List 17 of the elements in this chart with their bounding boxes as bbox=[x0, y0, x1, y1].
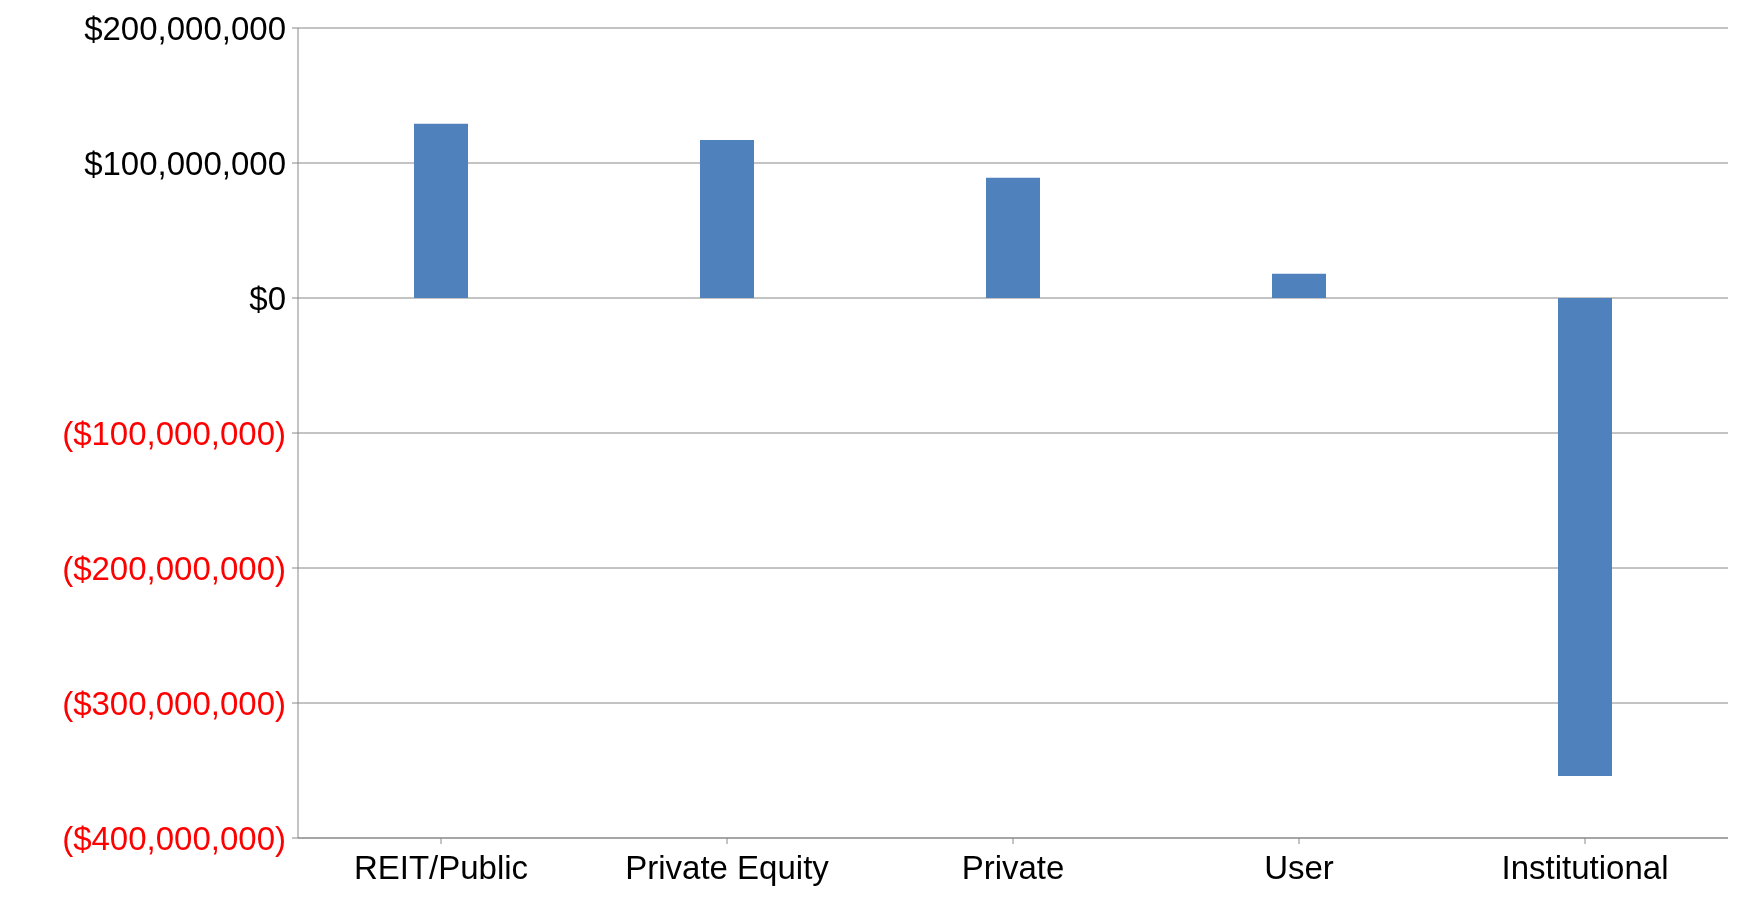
x-tick-label: User bbox=[1264, 849, 1334, 887]
y-tick-label: $0 bbox=[249, 279, 286, 317]
y-tick-label: ($200,000,000) bbox=[62, 549, 286, 587]
x-tick-label: REIT/Public bbox=[353, 849, 529, 887]
x-tick-label: Institutional bbox=[1501, 849, 1669, 887]
bar bbox=[1272, 273, 1326, 298]
y-tick-label: ($100,000,000) bbox=[62, 414, 286, 452]
bar bbox=[986, 177, 1040, 298]
x-tick-label: Private bbox=[961, 849, 1065, 887]
bar bbox=[1558, 298, 1612, 776]
y-tick-label: ($400,000,000) bbox=[62, 819, 286, 857]
bar bbox=[700, 140, 754, 298]
y-tick-label: $200,000,000 bbox=[84, 9, 286, 47]
y-tick-label: $100,000,000 bbox=[84, 144, 286, 182]
y-tick-label: ($300,000,000) bbox=[62, 684, 286, 722]
x-tick-label: Private Equity bbox=[625, 849, 830, 887]
bar bbox=[414, 123, 468, 298]
